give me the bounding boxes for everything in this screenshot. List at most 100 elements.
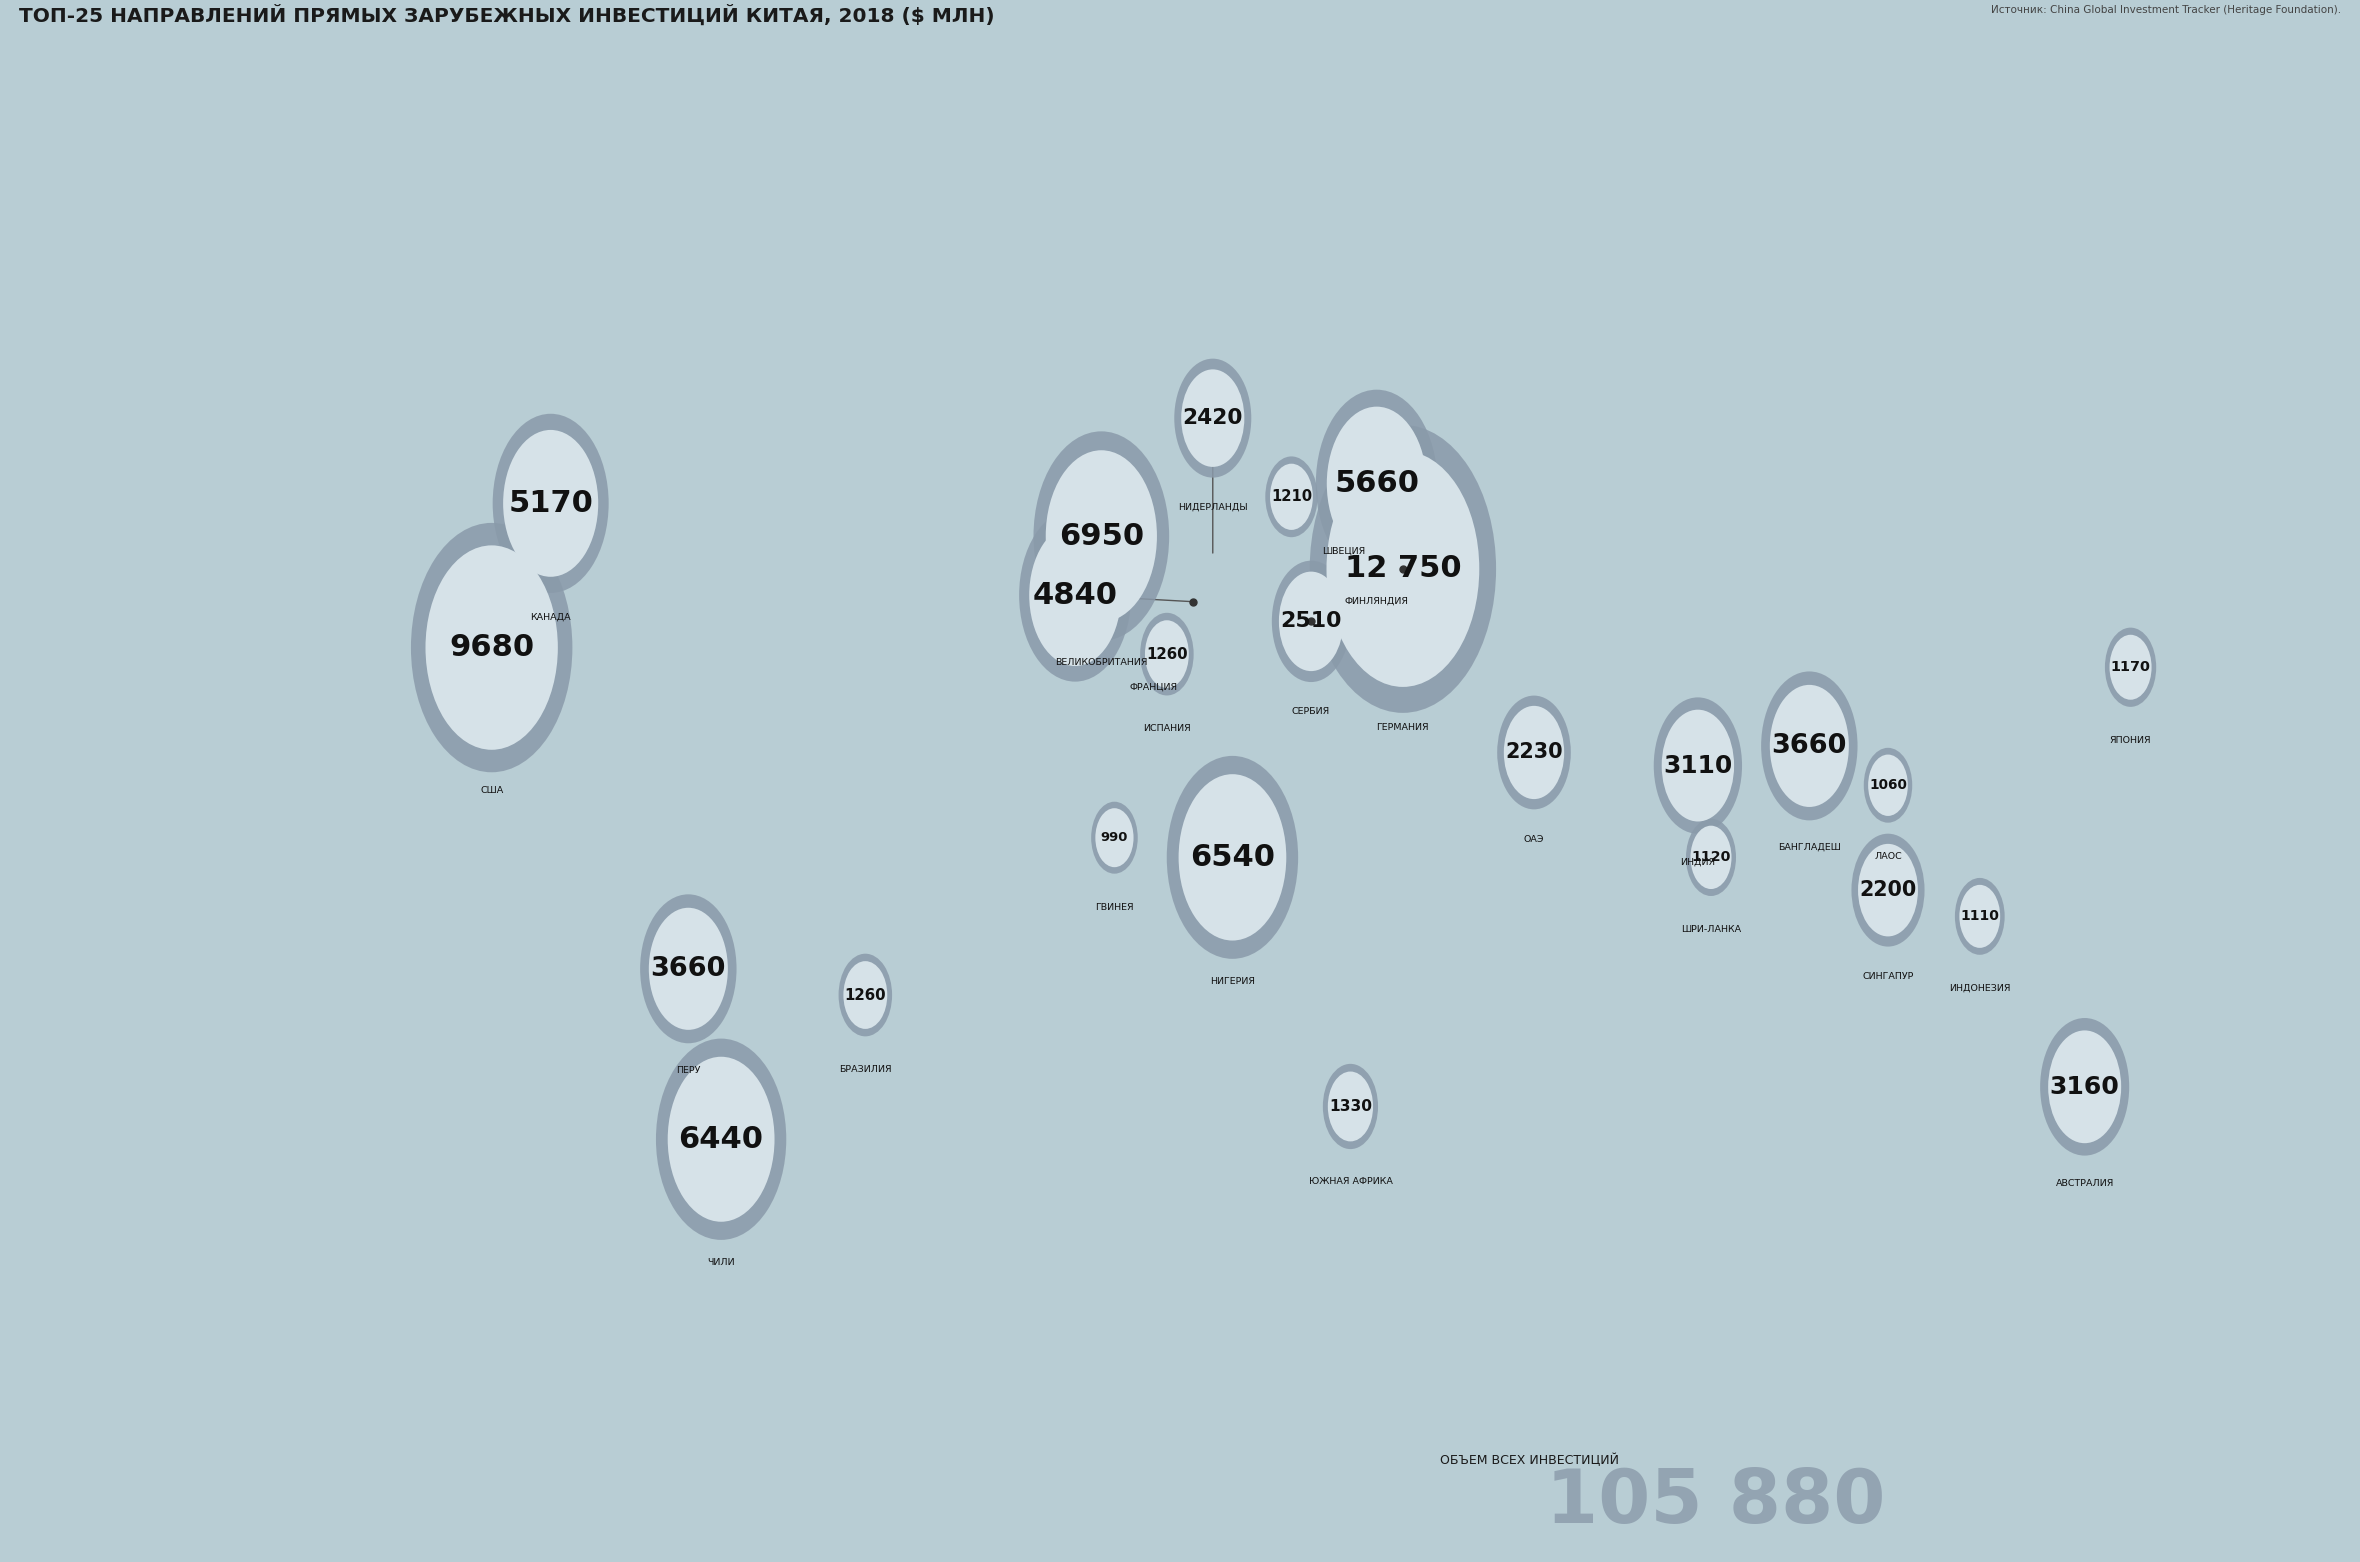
Text: ШВЕЦИЯ: ШВЕЦИЯ: [1322, 547, 1366, 556]
Ellipse shape: [2048, 1031, 2122, 1143]
Ellipse shape: [1045, 450, 1156, 622]
Ellipse shape: [1326, 406, 1425, 561]
Ellipse shape: [1864, 748, 1912, 823]
Ellipse shape: [1954, 878, 2004, 954]
Ellipse shape: [1310, 425, 1496, 712]
Text: 12 750: 12 750: [1345, 555, 1461, 584]
Ellipse shape: [1166, 756, 1298, 959]
Ellipse shape: [1175, 359, 1251, 478]
Text: 6950: 6950: [1060, 522, 1145, 551]
Ellipse shape: [668, 1057, 774, 1221]
Text: ГЕРМАНИЯ: ГЕРМАНИЯ: [1376, 723, 1430, 733]
Ellipse shape: [1140, 612, 1194, 695]
Text: ИНДОНЕЗИЯ: ИНДОНЕЗИЯ: [1949, 984, 2011, 993]
Text: 1260: 1260: [845, 987, 885, 1003]
Ellipse shape: [1959, 884, 2001, 948]
Text: ФРАНЦИЯ: ФРАНЦИЯ: [1130, 683, 1178, 692]
Text: 1330: 1330: [1329, 1100, 1371, 1114]
Ellipse shape: [1182, 369, 1244, 467]
Text: ПЕРУ: ПЕРУ: [677, 1065, 701, 1075]
Text: ИНДИЯ: ИНДИЯ: [1680, 858, 1716, 867]
Ellipse shape: [1270, 464, 1312, 530]
Text: ФИНЛЯНДИЯ: ФИНЛЯНДИЯ: [1345, 597, 1409, 606]
Ellipse shape: [1661, 709, 1735, 822]
Ellipse shape: [1496, 695, 1572, 809]
Text: 2510: 2510: [1281, 611, 1343, 631]
Ellipse shape: [493, 414, 609, 594]
Ellipse shape: [1857, 843, 1919, 936]
Ellipse shape: [1145, 620, 1189, 687]
Ellipse shape: [1020, 509, 1130, 681]
Text: ТОП-25 НАПРАВЛЕНИЙ ПРЯМЫХ ЗАРУБЕЖНЫХ ИНВЕСТИЦИЙ КИТАЯ, 2018 ($ МЛН): ТОП-25 НАПРАВЛЕНИЙ ПРЯМЫХ ЗАРУБЕЖНЫХ ИНВ…: [19, 5, 994, 27]
Text: 6540: 6540: [1189, 843, 1274, 872]
Text: 3110: 3110: [1664, 753, 1732, 778]
Text: ШРИ-ЛАНКА: ШРИ-ЛАНКА: [1680, 925, 1742, 934]
Ellipse shape: [411, 523, 573, 772]
Text: ИСПАНИЯ: ИСПАНИЯ: [1142, 725, 1192, 733]
Text: ВЕЛИКОБРИТАНИЯ: ВЕЛИКОБРИТАНИЯ: [1055, 658, 1147, 667]
Text: 2200: 2200: [1860, 879, 1916, 900]
Ellipse shape: [1324, 1064, 1378, 1150]
Ellipse shape: [1685, 818, 1737, 897]
Ellipse shape: [1279, 572, 1343, 672]
Ellipse shape: [649, 908, 727, 1029]
Text: СИНГАПУР: СИНГАПУР: [1862, 973, 1914, 981]
Text: 2420: 2420: [1182, 408, 1244, 428]
Text: ЛАОС: ЛАОС: [1874, 851, 1902, 861]
Text: 1110: 1110: [1961, 909, 1999, 923]
Text: США: США: [479, 786, 503, 795]
Ellipse shape: [838, 954, 892, 1036]
Ellipse shape: [2039, 1018, 2129, 1156]
Text: СЕРБИЯ: СЕРБИЯ: [1291, 708, 1331, 715]
Text: 2230: 2230: [1506, 742, 1562, 762]
Ellipse shape: [1178, 775, 1286, 940]
Text: 5170: 5170: [507, 489, 592, 519]
Ellipse shape: [1029, 525, 1121, 665]
Text: НИГЕРИЯ: НИГЕРИЯ: [1211, 976, 1256, 986]
Ellipse shape: [1326, 451, 1480, 687]
Text: ЮЖНАЯ АФРИКА: ЮЖНАЯ АФРИКА: [1307, 1178, 1392, 1187]
Ellipse shape: [1869, 754, 1907, 815]
Text: ЯПОНИЯ: ЯПОНИЯ: [2110, 736, 2152, 745]
Text: БРАЗИЛИЯ: БРАЗИЛИЯ: [840, 1065, 892, 1075]
Ellipse shape: [1265, 456, 1317, 537]
Ellipse shape: [1770, 684, 1848, 808]
Ellipse shape: [843, 961, 887, 1029]
Ellipse shape: [1034, 431, 1168, 640]
Ellipse shape: [1095, 808, 1133, 867]
Text: 3160: 3160: [2051, 1075, 2119, 1098]
Text: ЧИЛИ: ЧИЛИ: [708, 1257, 734, 1267]
Text: 5660: 5660: [1333, 469, 1418, 498]
Ellipse shape: [2110, 634, 2152, 700]
Ellipse shape: [1503, 706, 1565, 800]
Text: 990: 990: [1100, 831, 1128, 843]
Text: 105 880: 105 880: [1546, 1467, 1886, 1539]
Text: ОБЪЕМ ВСЕХ ИНВЕСТИЦИЙ: ОБЪЕМ ВСЕХ ИНВЕСТИЦИЙ: [1440, 1454, 1619, 1467]
Text: 3660: 3660: [651, 956, 727, 982]
Ellipse shape: [1317, 389, 1437, 578]
Ellipse shape: [656, 1039, 786, 1240]
Text: Источник: China Global Investment Tracker (Heritage Foundation).: Источник: China Global Investment Tracke…: [1992, 5, 2341, 14]
Ellipse shape: [425, 545, 557, 750]
Text: ОАЭ: ОАЭ: [1525, 836, 1543, 843]
Ellipse shape: [1853, 834, 1923, 947]
Text: 9680: 9680: [448, 633, 533, 662]
Text: 1060: 1060: [1869, 778, 1907, 792]
Text: 4840: 4840: [1034, 581, 1119, 609]
Text: БАНГЛАДЕШ: БАНГЛАДЕШ: [1777, 843, 1841, 851]
Text: 1260: 1260: [1147, 647, 1187, 662]
Ellipse shape: [1090, 801, 1138, 873]
Text: 3660: 3660: [1772, 733, 1848, 759]
Ellipse shape: [640, 895, 736, 1043]
Ellipse shape: [1272, 561, 1350, 683]
Text: 1120: 1120: [1692, 850, 1730, 864]
Ellipse shape: [1690, 826, 1732, 889]
Text: 6440: 6440: [680, 1125, 765, 1154]
Ellipse shape: [2105, 628, 2157, 708]
Ellipse shape: [1329, 1072, 1374, 1142]
Ellipse shape: [503, 430, 597, 576]
Text: АВСТРАЛИЯ: АВСТРАЛИЯ: [2056, 1179, 2115, 1189]
Text: 1210: 1210: [1272, 489, 1312, 505]
Ellipse shape: [1654, 697, 1742, 834]
Text: КАНАДА: КАНАДА: [531, 612, 571, 622]
